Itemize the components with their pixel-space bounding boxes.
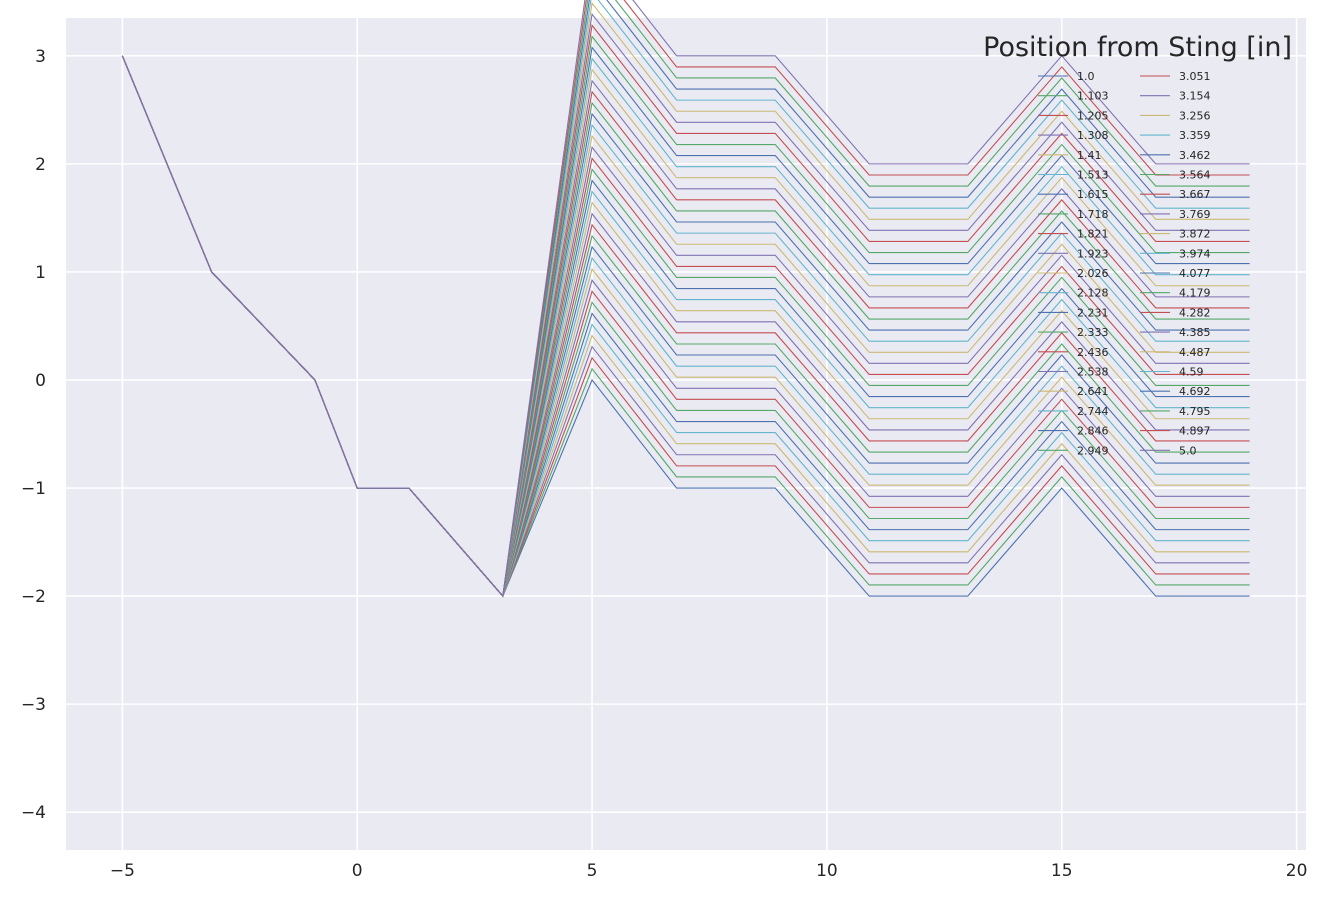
- tick-labels: −5 0 5 10 15 20 −4 −3 −2 −1 0 1 2 3: [21, 47, 1307, 881]
- legend-label: 1.205: [1077, 109, 1109, 122]
- legend-label: 2.538: [1077, 366, 1109, 379]
- legend-label: 2.128: [1077, 287, 1109, 300]
- x-tick-label: −5: [110, 861, 135, 881]
- legend-label: 4.487: [1179, 346, 1211, 359]
- legend-label: 3.462: [1179, 149, 1211, 162]
- legend-label: 1.718: [1077, 208, 1109, 221]
- legend-label: 4.795: [1179, 405, 1211, 418]
- legend-label: 3.051: [1179, 70, 1211, 83]
- legend-label: 1.103: [1077, 90, 1109, 103]
- y-tick-label: 3: [35, 47, 46, 67]
- legend-label: 2.641: [1077, 385, 1109, 398]
- legend-label: 1.0: [1077, 70, 1095, 83]
- x-tick-label: 0: [352, 861, 363, 881]
- legend-label: 3.564: [1179, 169, 1211, 182]
- legend-label: 5.0: [1179, 444, 1197, 457]
- legend-label: 4.897: [1179, 425, 1211, 438]
- legend-label: 3.256: [1179, 109, 1211, 122]
- x-tick-label: 20: [1286, 861, 1308, 881]
- legend-label: 2.846: [1077, 425, 1109, 438]
- y-tick-label: 2: [35, 155, 46, 175]
- legend-label: 3.974: [1179, 247, 1211, 260]
- x-tick-label: 5: [587, 861, 598, 881]
- legend-label: 2.949: [1077, 444, 1109, 457]
- legend-label: 1.923: [1077, 247, 1109, 260]
- legend-label: 1.41: [1077, 149, 1102, 162]
- legend-label: 3.154: [1179, 90, 1211, 103]
- legend-label: 2.436: [1077, 346, 1109, 359]
- legend-label: 2.333: [1077, 326, 1109, 339]
- legend-label: 4.077: [1179, 267, 1211, 280]
- legend-label: 4.59: [1179, 366, 1204, 379]
- legend-label: 2.231: [1077, 306, 1109, 319]
- x-tick-label: 15: [1051, 861, 1073, 881]
- legend-label: 3.872: [1179, 228, 1211, 241]
- legend-label: 1.308: [1077, 129, 1109, 142]
- plot-background: [66, 18, 1306, 850]
- legend-label: 4.179: [1179, 287, 1211, 300]
- x-tick-label: 10: [816, 861, 838, 881]
- y-tick-label: −1: [21, 479, 46, 499]
- series-line-5-0: [121, 0, 1250, 598]
- legend-label: 4.692: [1179, 385, 1211, 398]
- legend-label: 2.744: [1077, 405, 1109, 418]
- series-lines: [121, 0, 1250, 598]
- legend-label: 3.359: [1179, 129, 1211, 142]
- legend-label: 4.282: [1179, 306, 1211, 319]
- legend-label: 3.769: [1179, 208, 1211, 221]
- legend-label: 2.026: [1077, 267, 1109, 280]
- legend-label: 1.513: [1077, 169, 1109, 182]
- y-tick-label: 1: [35, 263, 46, 283]
- legend-label: 1.821: [1077, 228, 1109, 241]
- y-tick-label: −3: [21, 695, 46, 715]
- legend: Position from Sting [in] 1.0 1.103 1.205 1.…: [983, 32, 1292, 457]
- y-tick-label: −4: [21, 803, 46, 823]
- y-tick-label: −2: [21, 587, 46, 607]
- legend-label: 4.385: [1179, 326, 1211, 339]
- legend-label: 1.615: [1077, 188, 1109, 201]
- legend-title: Position from Sting [in]: [983, 32, 1292, 63]
- y-tick-label: 0: [35, 371, 46, 391]
- legend-label: 3.667: [1179, 188, 1211, 201]
